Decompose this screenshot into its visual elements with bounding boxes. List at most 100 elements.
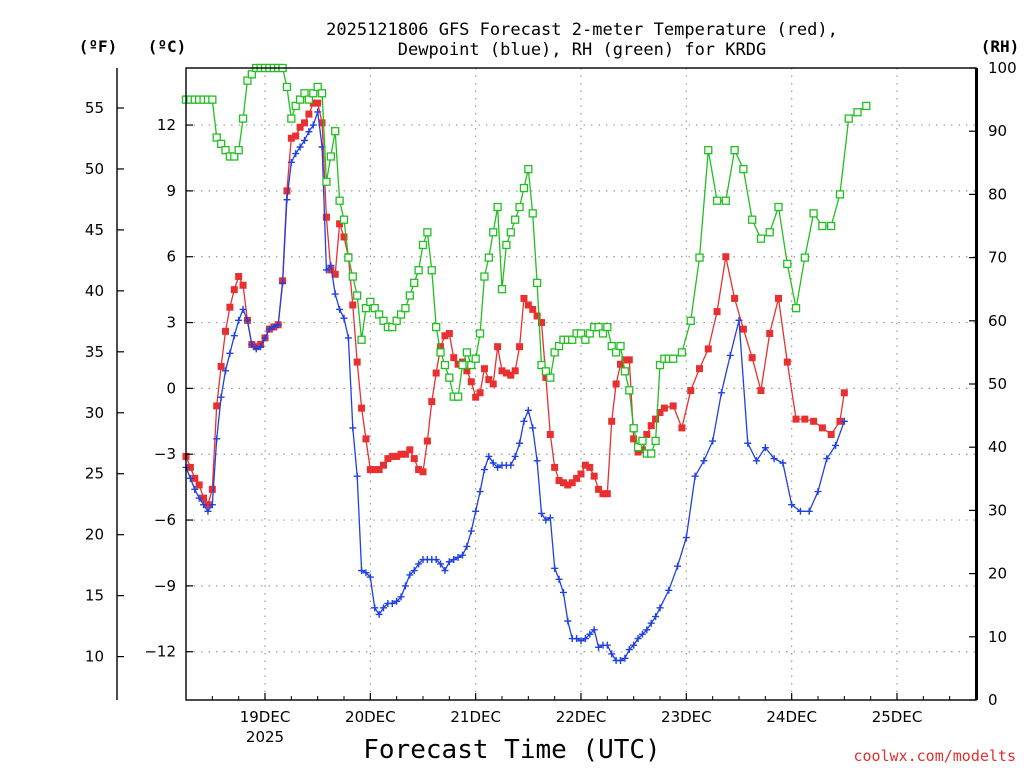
rh-point	[458, 360, 467, 370]
rh-point	[655, 360, 665, 370]
rh-tick-label: 30	[988, 501, 1007, 519]
temperature-point	[375, 466, 383, 474]
temperature-point	[494, 343, 502, 351]
dewpoint-point	[445, 558, 453, 566]
temperature-point	[454, 360, 462, 368]
fahrenheit-tick-label: 35	[85, 343, 104, 361]
chart-title-line-2: Dewpoint (blue), RH (green) for KRDG	[398, 40, 766, 60]
temperature-point	[520, 294, 528, 302]
temperature-point	[441, 332, 449, 340]
rh-tick-label: 90	[988, 122, 1007, 140]
dewpoint-point	[761, 444, 769, 452]
temperature-point	[419, 468, 427, 476]
rh-point	[633, 443, 643, 452]
temperature-point	[208, 485, 216, 493]
temperature-point	[643, 430, 651, 438]
dewpoint-point	[753, 457, 761, 465]
rh-point	[506, 228, 515, 237]
dewpoint-point	[340, 314, 348, 322]
dewpoint-point	[840, 417, 848, 425]
rh-point	[519, 183, 529, 193]
rh-point	[436, 348, 445, 357]
temperature-point	[397, 450, 405, 458]
temperature-point	[287, 134, 295, 142]
dewpoint-point	[520, 417, 528, 425]
rh-point	[440, 360, 450, 370]
dewpoint-point	[555, 575, 563, 583]
rh-point	[234, 146, 243, 155]
dewpoint-point	[489, 459, 497, 467]
rh-point	[515, 202, 524, 212]
rh-point	[291, 101, 300, 111]
rh-point	[598, 329, 608, 338]
rh-tick-label: 0	[988, 691, 998, 709]
dewpoint-point	[709, 437, 717, 445]
dewpoint-point	[538, 509, 545, 517]
temperature-point	[722, 253, 730, 261]
temperature-point	[516, 343, 524, 351]
dewpoint-point	[248, 341, 256, 348]
rh-point	[353, 291, 362, 300]
dewpoint-point	[638, 630, 646, 638]
rh-point	[432, 322, 441, 332]
rh-point	[497, 285, 507, 294]
celsius-unit-label: (ºC)	[148, 37, 187, 56]
temperature-point	[476, 389, 484, 397]
temperature-point	[766, 330, 774, 338]
dewpoint-point	[366, 573, 374, 581]
celsius-tick-label: −12	[144, 643, 176, 661]
temperature-point	[564, 481, 572, 489]
fahrenheit-tick-label: 45	[85, 221, 104, 239]
dewpoint-point	[467, 527, 475, 535]
dewpoint-point	[625, 646, 633, 654]
temperature-point	[353, 358, 361, 366]
temperature-point	[792, 415, 800, 423]
x-tick-label: 24DEC	[766, 708, 817, 726]
dewpoint-point	[415, 560, 423, 568]
temperature-point	[305, 110, 313, 118]
temperature-point	[696, 365, 703, 373]
temperature-point	[599, 490, 607, 498]
rh-point	[585, 329, 594, 338]
rh-point	[401, 304, 410, 313]
temperature-point	[656, 409, 664, 417]
rh-point	[528, 209, 537, 218]
rh-point	[546, 373, 555, 382]
temperature-point	[511, 367, 519, 375]
dewpoint-point	[213, 435, 221, 443]
temperature-point	[502, 369, 510, 377]
rh-point	[677, 348, 687, 357]
dewpoint-point	[805, 507, 813, 515]
dewpoint-point	[529, 424, 537, 432]
fahrenheit-tick-label: 40	[85, 282, 104, 300]
rh-point	[638, 436, 647, 446]
rh-point	[800, 253, 809, 262]
temperature-point	[568, 479, 576, 487]
rh-point	[611, 348, 621, 357]
temperature-point	[366, 466, 374, 474]
temperature-point	[340, 233, 348, 241]
temperature-point	[406, 446, 414, 454]
rh-point	[625, 386, 634, 395]
dewpoint-point	[349, 424, 357, 432]
rh-point	[704, 146, 713, 155]
temperature-point	[590, 472, 598, 480]
temperature-point	[301, 119, 308, 127]
temperature-point	[573, 474, 581, 482]
dewpoint-point	[788, 501, 796, 509]
temperature-line	[185, 102, 845, 507]
rh-point	[339, 215, 349, 224]
dewpoint-point	[524, 406, 532, 414]
dewpoint-point	[226, 349, 234, 357]
fahrenheit-tick-label: 25	[85, 465, 104, 483]
dewpoint-point	[217, 393, 225, 401]
temperature-point	[222, 327, 229, 335]
dewpoint-point	[344, 334, 352, 342]
temperature-point	[559, 479, 567, 487]
fahrenheit-tick-label: 30	[85, 404, 104, 422]
temperature-point	[810, 417, 818, 425]
temperature-point	[586, 463, 594, 471]
dewpoint-point	[235, 316, 243, 324]
dewpoint-point	[191, 485, 199, 493]
rh-point	[445, 373, 454, 382]
